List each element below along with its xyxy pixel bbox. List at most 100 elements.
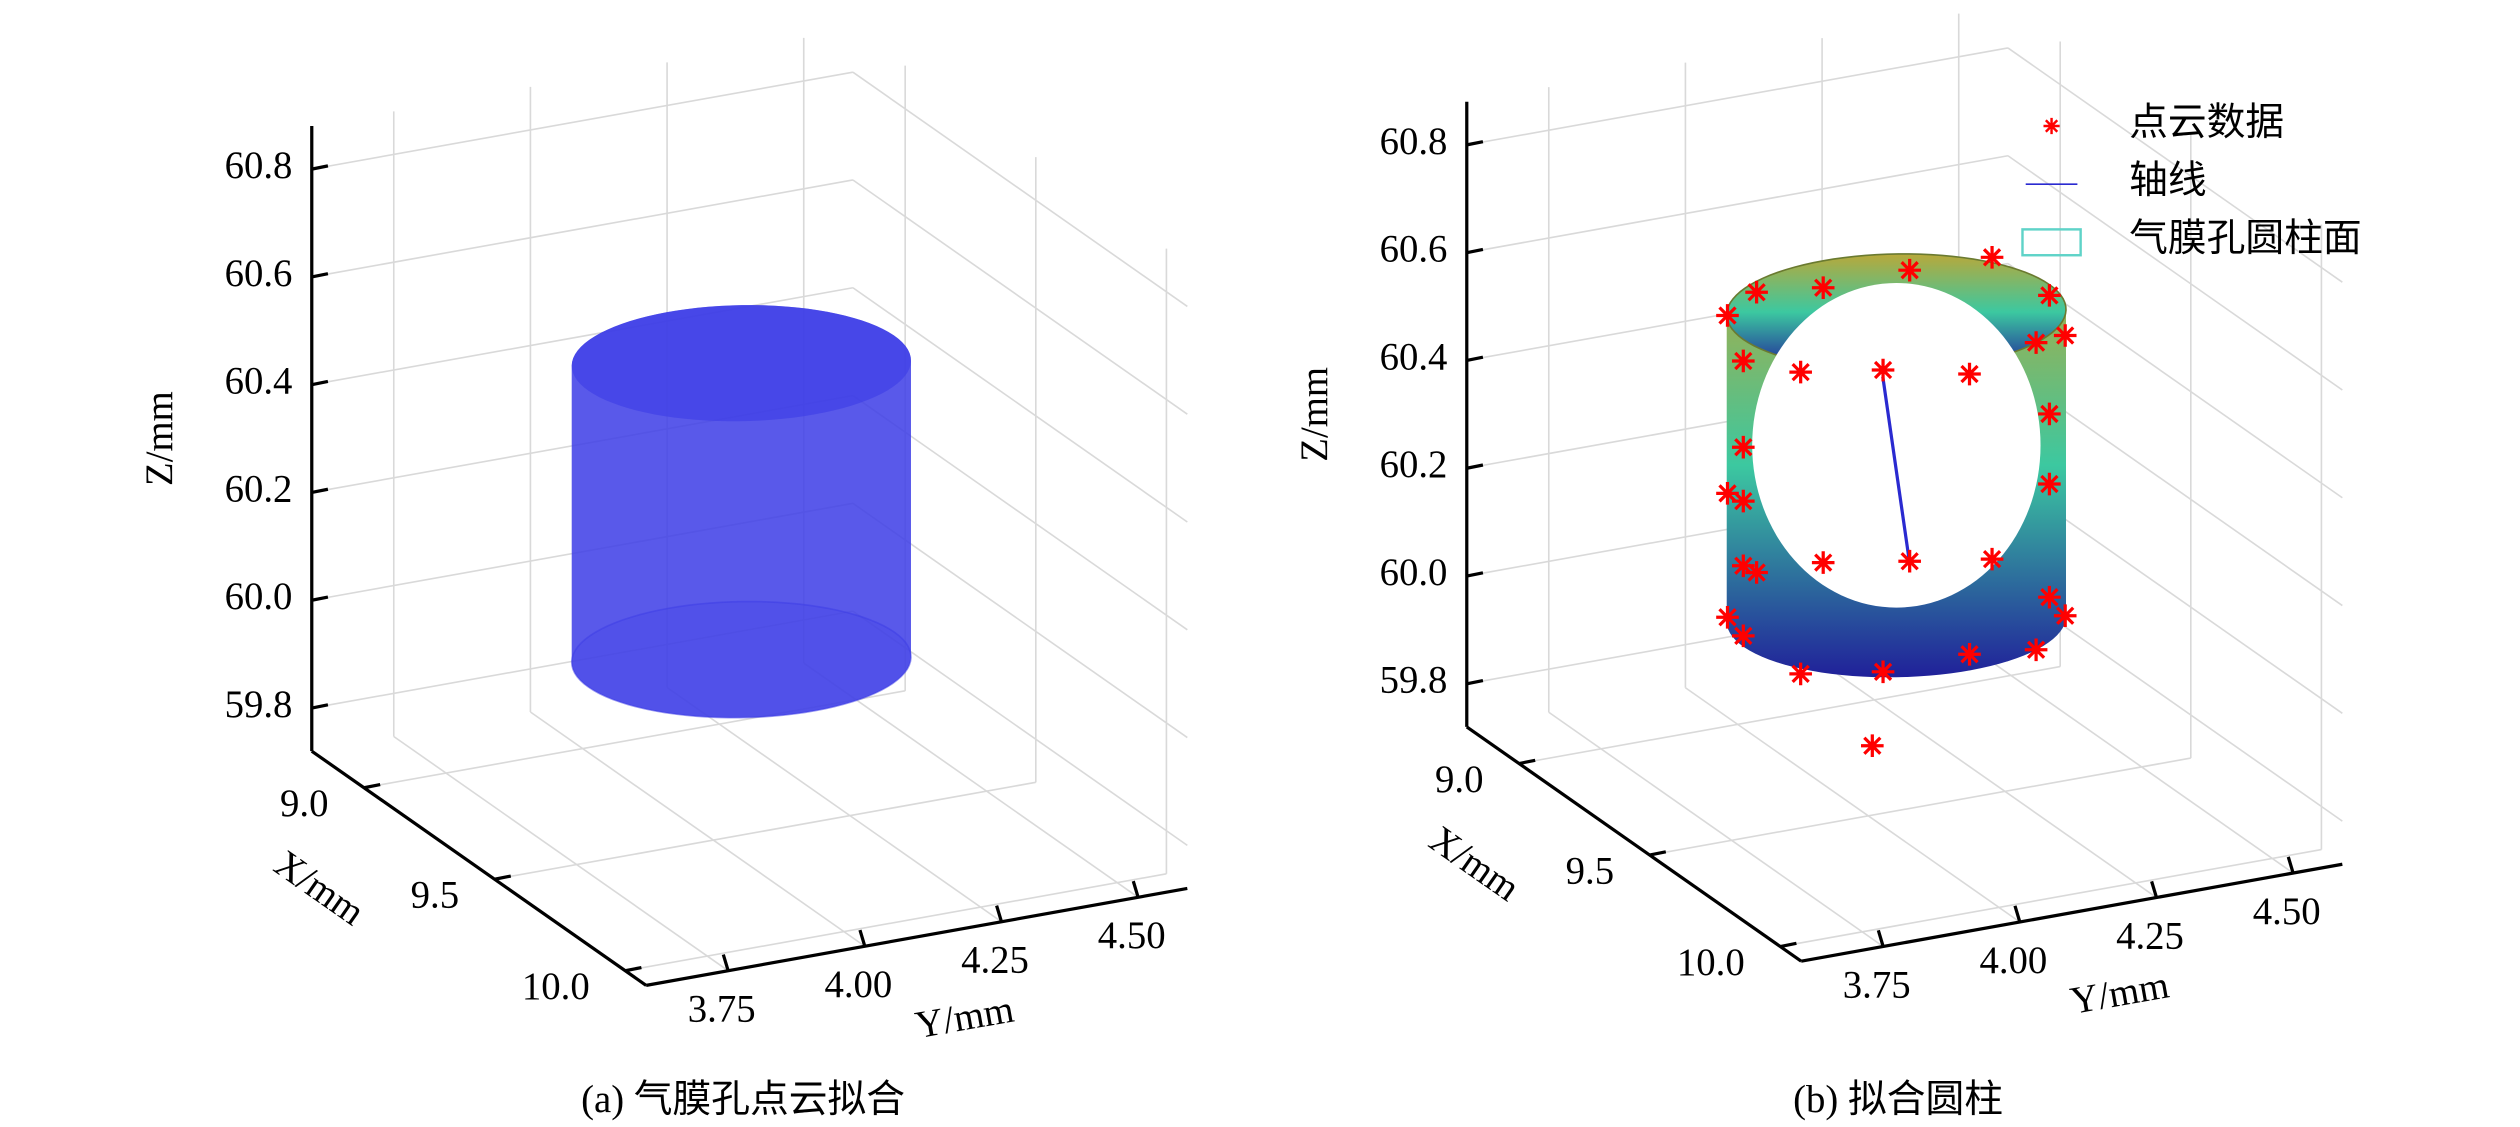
grid-line <box>1466 47 2009 146</box>
z-tick <box>311 487 329 495</box>
grid-line <box>2007 47 2343 283</box>
y-tick-label: 3.75 <box>1843 963 1911 1006</box>
z-tick-label: 60.6 <box>1380 228 1448 271</box>
point <box>1958 642 1981 666</box>
point <box>2024 638 2048 662</box>
z-tick <box>1466 679 1484 686</box>
y-tick-label: 4.25 <box>961 939 1029 982</box>
grid-line <box>311 71 854 170</box>
legend-symbol <box>2043 117 2060 135</box>
grid-line <box>1518 665 2061 765</box>
point <box>1716 605 1739 629</box>
y-tick <box>721 954 730 972</box>
z-tick <box>1466 247 1484 255</box>
point <box>1958 362 1981 386</box>
y-tick <box>1131 880 1140 898</box>
point <box>1871 660 1895 684</box>
point <box>1980 547 2004 571</box>
z-axis-title: Z/mm <box>1293 367 1336 462</box>
x-tick <box>363 782 381 790</box>
y-tick <box>858 929 867 947</box>
z-tick <box>311 164 329 171</box>
z-tick <box>311 595 329 602</box>
z-tick-label: 60.0 <box>225 575 293 618</box>
legend-symbol <box>2021 228 2082 257</box>
z-tick <box>1466 463 1484 470</box>
y-tick-label: 3.75 <box>688 988 756 1031</box>
z-tick-label: 60.4 <box>225 360 293 403</box>
y-tick <box>2013 905 2022 923</box>
chart: 59.8 60.0 60.2 60.4 60.6 60.8 9.0 9.5 10.0 3.75 4.… <box>1293 13 2362 1121</box>
point <box>1811 276 1835 300</box>
point <box>2053 324 2077 347</box>
point <box>1716 482 1739 505</box>
point <box>2024 331 2048 354</box>
x-axis <box>1465 725 1803 963</box>
z-tick-label: 60.6 <box>225 252 293 295</box>
grid-line <box>1649 757 2191 856</box>
point <box>1731 489 1755 513</box>
z-tick-label: 59.8 <box>225 683 293 726</box>
point <box>1731 554 1755 578</box>
z-tick <box>1466 571 1484 578</box>
point <box>1980 246 2004 269</box>
point <box>1898 549 1921 573</box>
y-tick-label: 4.25 <box>2116 914 2184 957</box>
y-tick <box>1876 929 1885 947</box>
point <box>1716 304 1739 327</box>
grid-line <box>1466 154 2009 254</box>
z-tick <box>311 379 329 387</box>
axis-line <box>1881 376 1912 566</box>
point <box>1871 358 1895 382</box>
z-tick-label: 60.2 <box>1380 443 1448 486</box>
point <box>1731 435 1755 459</box>
grid-line <box>2007 155 2343 391</box>
cylinder-bottom <box>570 600 912 719</box>
cylinder-top <box>571 305 911 422</box>
point <box>1731 349 1755 373</box>
grid-line <box>852 287 1188 523</box>
grid-line <box>666 686 1002 923</box>
x-tick <box>1518 758 1536 766</box>
grid-line <box>1821 662 2157 899</box>
plots: 59.8 60.0 60.2 60.4 60.6 60.8 9.0 9.5 10.0 3.75 4.… <box>138 13 2362 1121</box>
point <box>2038 284 2061 307</box>
point <box>1745 280 1768 304</box>
point <box>2053 604 2077 628</box>
grid-line <box>1958 638 2294 874</box>
point <box>2038 585 2061 609</box>
y-tick-label: 4.00 <box>1979 939 2047 982</box>
point <box>1811 551 1835 574</box>
grid-line <box>1780 848 2322 948</box>
grid-line <box>852 71 1188 308</box>
z-tick <box>311 272 329 279</box>
y-tick <box>2286 856 2295 874</box>
y-tick <box>2150 880 2159 898</box>
z-tick <box>1466 355 1484 363</box>
x-tick-label: 9.0 <box>1435 758 1483 801</box>
y-tick-label: 4.50 <box>2253 890 2321 933</box>
x-axis <box>310 749 648 987</box>
y-axis <box>1800 862 2343 963</box>
x-tick-label: 10.0 <box>1677 941 1745 984</box>
z-tick <box>1466 140 1484 147</box>
x-tick <box>1779 941 1797 949</box>
y-tick-label: 4.50 <box>1098 914 1166 957</box>
chart: 59.8 60.0 60.2 60.4 60.6 60.8 9.0 9.5 10.0 3.75 4.… <box>138 37 1188 1121</box>
point <box>1731 624 1755 648</box>
grid-line <box>494 781 1036 881</box>
legend-label: 轴线 <box>2129 159 2206 202</box>
point <box>1898 258 1921 282</box>
legend-label: 气膜孔圆柱面 <box>2129 217 2362 260</box>
x-tick-label: 9.5 <box>1566 849 1614 892</box>
x-tick <box>494 874 512 881</box>
grid-line <box>852 179 1188 415</box>
grid-line <box>529 711 866 947</box>
grid-line <box>1548 711 1884 948</box>
point <box>1789 662 1812 686</box>
point <box>2038 472 2061 496</box>
grid-line <box>1684 687 2021 923</box>
x-tick <box>624 965 642 973</box>
